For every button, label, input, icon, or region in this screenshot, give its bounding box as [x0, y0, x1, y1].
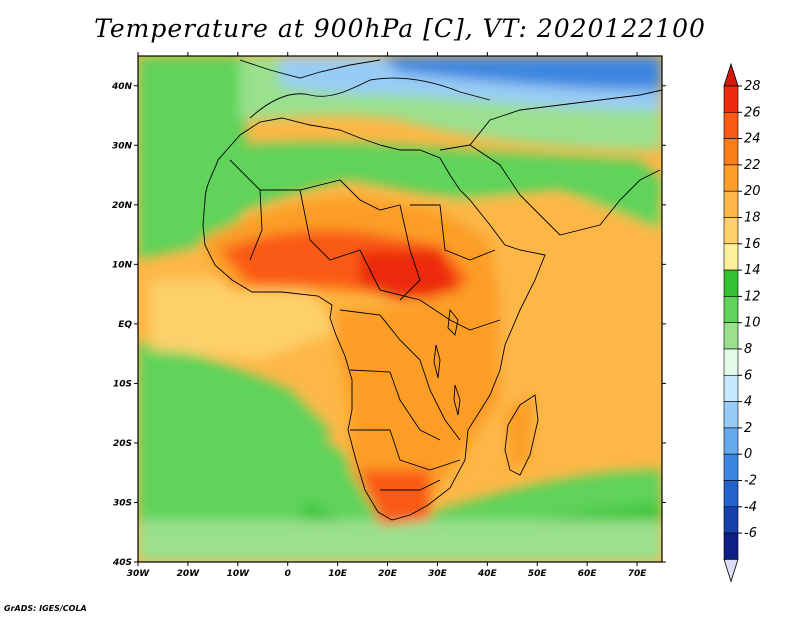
lon-tick-label: 20W — [177, 569, 201, 579]
colorbar-label: 4 — [744, 395, 752, 410]
colorbar-swatch — [723, 532, 739, 560]
colorbar-swatch — [723, 85, 739, 113]
lat-tick-label: 10N — [112, 260, 133, 270]
map-title: Temperature at 900hPa [C], VT: 202012210… — [94, 14, 706, 43]
lat-tick-label: 40N — [111, 82, 133, 92]
colorbar-swatch — [723, 506, 739, 534]
colorbar-label: 2 — [744, 421, 752, 436]
colorbar-swatch — [723, 322, 739, 350]
lat-tick-label: 40S — [112, 558, 132, 568]
colorbar-label: 10 — [744, 316, 761, 331]
colorbar-label: 12 — [744, 289, 761, 304]
lat-tick-label: 20N — [112, 201, 133, 211]
colorbar-label: 22 — [744, 158, 761, 173]
colorbar-label: -4 — [744, 500, 757, 515]
colorbar-swatch — [723, 190, 739, 218]
credit-text: GrADS: IGES/COLA — [4, 604, 87, 613]
lon-tick-label: 10E — [328, 569, 348, 579]
colorbar-label: 14 — [744, 263, 761, 278]
colorbar-label: -2 — [744, 474, 757, 489]
lat-tick-label: 30S — [113, 498, 132, 508]
colorbar-swatch — [723, 348, 739, 376]
colorbar-label: 16 — [744, 237, 761, 252]
lon-tick-label: 0 — [285, 569, 291, 579]
colorbar-swatch — [723, 480, 739, 508]
colorbar-swatch — [723, 243, 739, 271]
lat-tick-label: 20S — [113, 439, 132, 449]
colorbar-label: -6 — [744, 526, 757, 541]
colorbar-swatch — [723, 296, 739, 323]
colorbar-label: 8 — [744, 342, 752, 357]
map-frame — [137, 55, 663, 563]
colorbar-top-arrow — [723, 62, 739, 87]
colorbar-label: 24 — [744, 132, 761, 147]
lon-tick-label: 60E — [578, 569, 598, 579]
colorbar-label: 20 — [744, 184, 761, 199]
lon-tick-label: 30E — [428, 569, 448, 579]
colorbar-label: 6 — [744, 368, 752, 383]
lon-tick-label: 30W — [127, 569, 151, 579]
temperature-field — [138, 56, 662, 562]
lon-tick-label: 50E — [528, 569, 548, 579]
lon-tick-label: 70E — [628, 569, 648, 579]
lon-tick-label: 40E — [477, 569, 498, 579]
lat-tick-label: 30N — [112, 141, 133, 151]
colorbar-label: 18 — [744, 211, 761, 226]
colorbar-label: 26 — [744, 105, 761, 120]
country-borders — [202, 59, 662, 521]
colorbar-swatch — [723, 138, 739, 166]
lon-tick-label: 20E — [378, 569, 398, 579]
axis-ticks: 30W 20W 10W 0 10E 20E 30E 40E 50E 60E 70E 40S 30S 20S… — [111, 52, 666, 579]
lat-tick-label: 10S — [113, 379, 132, 389]
colorbar-swatch — [723, 217, 739, 245]
colorbar-label: 0 — [744, 447, 752, 462]
colorbar-swatch — [723, 401, 739, 429]
colorbar-swatch — [723, 269, 739, 297]
colorbar-swatch — [723, 427, 739, 455]
lon-tick-label: 10W — [227, 569, 251, 579]
colorbar-swatch — [723, 453, 739, 481]
colorbar-label: 28 — [744, 79, 761, 94]
colorbar-swatch — [723, 374, 739, 402]
lat-tick-label: EQ — [118, 320, 132, 330]
colorbar-bottom-arrow — [723, 559, 739, 583]
colorbar-swatch — [723, 164, 739, 192]
colorbar-swatch — [723, 112, 739, 139]
